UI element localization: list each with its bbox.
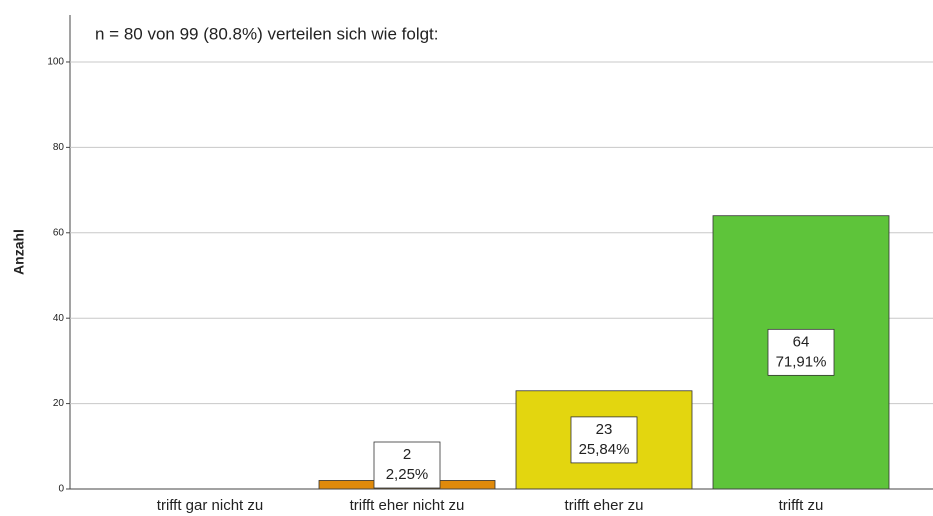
y-tick-label: 20 <box>53 398 65 409</box>
y-tick-label: 40 <box>53 313 65 324</box>
y-tick-label: 100 <box>47 57 64 68</box>
data-label: 71,91% <box>776 353 827 370</box>
y-axis-label: Anzahl <box>11 229 27 275</box>
x-tick-label: trifft eher zu <box>565 497 644 514</box>
data-label-box <box>767 328 835 376</box>
x-tick-label: trifft gar nicht zu <box>157 497 263 514</box>
x-tick-label: trifft zu <box>779 497 824 514</box>
data-label: 25,84% <box>579 441 630 458</box>
data-label-box <box>373 441 441 489</box>
data-label-box <box>570 416 638 464</box>
y-tick-label: 0 <box>58 484 64 495</box>
y-tick-label: 60 <box>53 227 65 238</box>
data-label: 23 <box>596 421 613 438</box>
x-tick-label: trifft eher nicht zu <box>350 497 465 514</box>
data-label: 2 <box>403 446 411 463</box>
y-tick-label: 80 <box>53 142 65 153</box>
chart-title: n = 80 von 99 (80.8%) verteilen sich wie… <box>95 24 439 43</box>
data-label: 2,25% <box>386 466 429 483</box>
data-label: 64 <box>793 333 810 350</box>
